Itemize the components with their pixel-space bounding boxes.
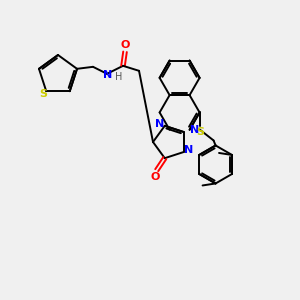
Text: S: S	[196, 128, 205, 137]
Text: O: O	[120, 40, 130, 50]
Text: N: N	[155, 119, 164, 129]
Text: N: N	[190, 125, 199, 135]
Text: N: N	[103, 70, 112, 80]
Text: N: N	[184, 145, 194, 155]
Text: O: O	[150, 172, 159, 182]
Text: H: H	[115, 72, 122, 82]
Text: S: S	[39, 89, 47, 99]
